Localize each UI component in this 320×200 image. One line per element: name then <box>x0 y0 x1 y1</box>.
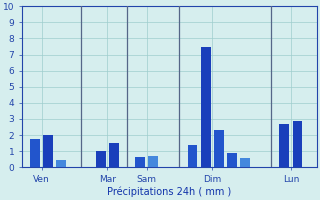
Bar <box>240 158 250 167</box>
X-axis label: Précipitations 24h ( mm ): Précipitations 24h ( mm ) <box>108 187 232 197</box>
Bar <box>96 151 106 167</box>
Bar <box>148 156 158 167</box>
Bar <box>56 160 66 167</box>
Bar <box>188 145 197 167</box>
Bar <box>201 47 211 167</box>
Bar <box>30 139 40 167</box>
Bar <box>135 157 145 167</box>
Bar <box>43 135 53 167</box>
Bar <box>109 143 119 167</box>
Bar <box>279 124 289 167</box>
Bar <box>227 153 237 167</box>
Bar <box>292 121 302 167</box>
Bar <box>214 130 224 167</box>
